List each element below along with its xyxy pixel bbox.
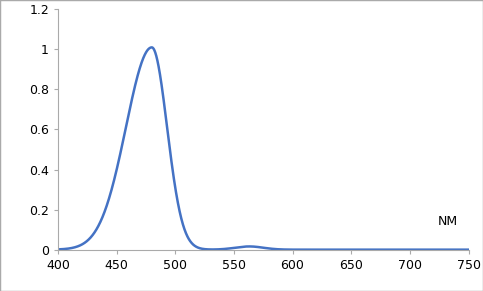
Text: NM: NM — [438, 215, 458, 228]
